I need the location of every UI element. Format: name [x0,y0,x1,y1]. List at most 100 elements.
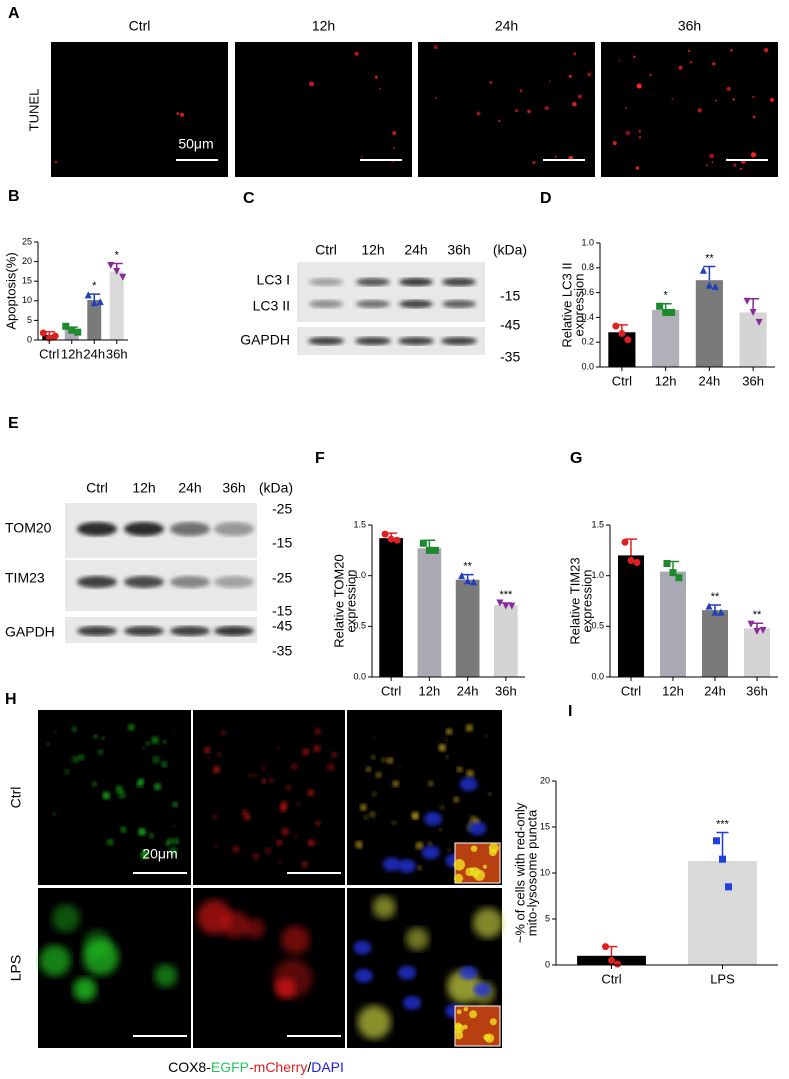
y-tick-label: 0 [545,959,550,969]
caption-part: EGFP [211,1059,249,1075]
stain-dot [392,131,397,136]
cell-signal [204,746,211,754]
x-tick-label: Ctrl [601,971,621,986]
data-point [705,602,713,610]
cell-signal [466,769,475,778]
band-label: GAPDH [5,624,55,640]
inset-signal [469,867,475,873]
data-point [759,626,767,634]
data-point [74,328,82,336]
lane-label: 24h [404,242,427,258]
data-point [381,530,389,538]
blot-band [355,337,391,345]
significance: ** [463,561,472,573]
stain-dot [374,75,378,79]
stain-dot [638,136,642,139]
bar [455,579,480,677]
inset-signal [469,1010,478,1019]
y-tick-label: 0.4 [581,312,594,322]
inset-signal [462,1024,468,1030]
cell-signal [427,841,433,847]
row-label: LPS [8,955,24,981]
cell-signal [45,741,51,747]
cell-signal [302,748,309,756]
cell-signal [91,781,97,787]
cell-signal [279,805,287,813]
cell-signal [410,814,413,818]
cell-signal [313,745,321,753]
inset-signal [453,859,466,871]
cell-signal [172,824,176,829]
nucleus [353,940,372,955]
x-tick-label: 12h [662,683,684,698]
panel-letter: A [8,5,20,22]
nucleus [421,845,440,860]
lane-label: 12h [132,480,155,496]
y-axis-label: Relative LC3 II [559,262,574,347]
cell-signal [173,731,177,735]
nucleus [459,965,478,980]
caption-part: COX8- [168,1059,211,1075]
data-point [496,599,504,607]
cell-signal [307,839,315,847]
data-point [614,960,621,968]
data-point [107,262,115,270]
stain-dot [709,153,715,159]
data-point [725,883,732,891]
panel-letter: H [5,691,17,708]
stain-dot [309,81,315,87]
cell-signal [248,773,252,777]
y-tick-label: 0.5 [353,621,366,631]
micrograph [418,42,595,177]
y-axis-label: ~% of cells with red-only [512,802,527,943]
row-label: TUNEL [26,89,41,132]
x-tick-label: 24h [83,346,105,361]
stain-dot [636,83,642,89]
data-point [470,578,478,586]
panel-letter: C [243,190,255,207]
cell-signal [72,977,97,1002]
cell-signal [51,904,81,933]
cell-signal [439,804,445,810]
x-tick-label: LPS [710,971,735,986]
data-point [508,602,516,610]
data-point [425,546,433,554]
stain-dot [549,80,551,83]
lane-label: 24h [178,480,201,496]
cell-signal [276,746,281,751]
bar [701,610,729,677]
blot-band [441,337,477,345]
stain-dot [612,141,617,146]
band-label: GAPDH [240,332,290,348]
y-tick-label: 1.5 [353,519,366,529]
blot-band [442,300,476,308]
significance: * [663,290,668,302]
stain-dot [671,98,674,100]
cell-signal [72,756,79,763]
stain-dot [360,155,363,158]
axes [37,242,128,341]
error-bar [703,265,716,281]
cell-signal [101,769,104,772]
stain-dot [769,97,775,102]
data-point [656,302,664,310]
data-point [458,572,466,580]
cell-signal [221,730,226,736]
cell-signal [277,860,282,865]
cell-signal [243,813,251,821]
marker-label: -45 [272,618,292,634]
cell-signal [151,736,159,744]
blot-band [399,278,433,286]
cell-signal [173,838,179,845]
cell-signal [261,766,266,771]
cell-signal [154,964,178,988]
blot-band [214,522,254,536]
x-tick-label: 36h [106,346,128,361]
bar [617,555,645,677]
lane-label: Ctrl [86,480,108,496]
cell-signal [428,780,434,787]
cell-signal [415,841,424,850]
cell-signal [276,839,283,846]
data-point [749,308,757,316]
stain-dot [732,98,735,101]
